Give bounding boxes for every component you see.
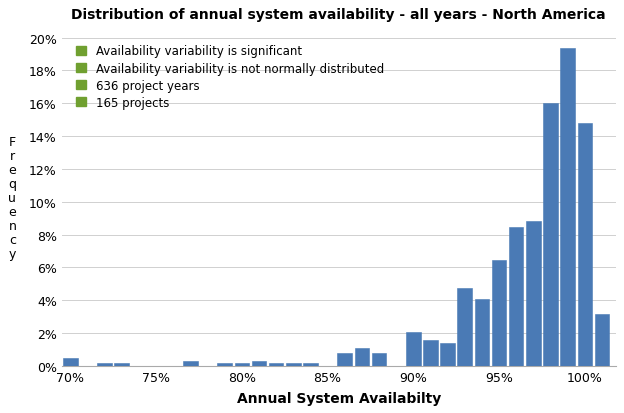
Bar: [251, 361, 266, 366]
Bar: [63, 358, 77, 366]
Bar: [303, 363, 318, 366]
Bar: [509, 227, 524, 366]
Y-axis label: F
r
e
q
u
e
n
c
y: F r e q u e n c y: [8, 136, 16, 261]
Bar: [457, 289, 472, 366]
Bar: [406, 332, 421, 366]
Bar: [577, 124, 592, 366]
Bar: [475, 299, 489, 366]
Bar: [183, 361, 198, 366]
Bar: [97, 363, 112, 366]
Bar: [423, 340, 438, 366]
Bar: [114, 363, 129, 366]
Bar: [492, 260, 506, 366]
Bar: [526, 222, 540, 366]
Bar: [286, 363, 301, 366]
Bar: [235, 363, 249, 366]
X-axis label: Annual System Availabilty: Annual System Availabilty: [236, 391, 441, 405]
Bar: [354, 348, 369, 366]
Bar: [560, 50, 575, 366]
Bar: [269, 363, 283, 366]
Title: Distribution of annual system availability - all years - North America: Distribution of annual system availabili…: [71, 8, 606, 22]
Bar: [217, 363, 232, 366]
Bar: [372, 353, 386, 366]
Bar: [544, 103, 558, 366]
Bar: [338, 353, 352, 366]
Legend: Availability variability is significant, Availability variability is not normall: Availability variability is significant,…: [73, 43, 386, 112]
Bar: [441, 343, 455, 366]
Bar: [595, 315, 609, 366]
